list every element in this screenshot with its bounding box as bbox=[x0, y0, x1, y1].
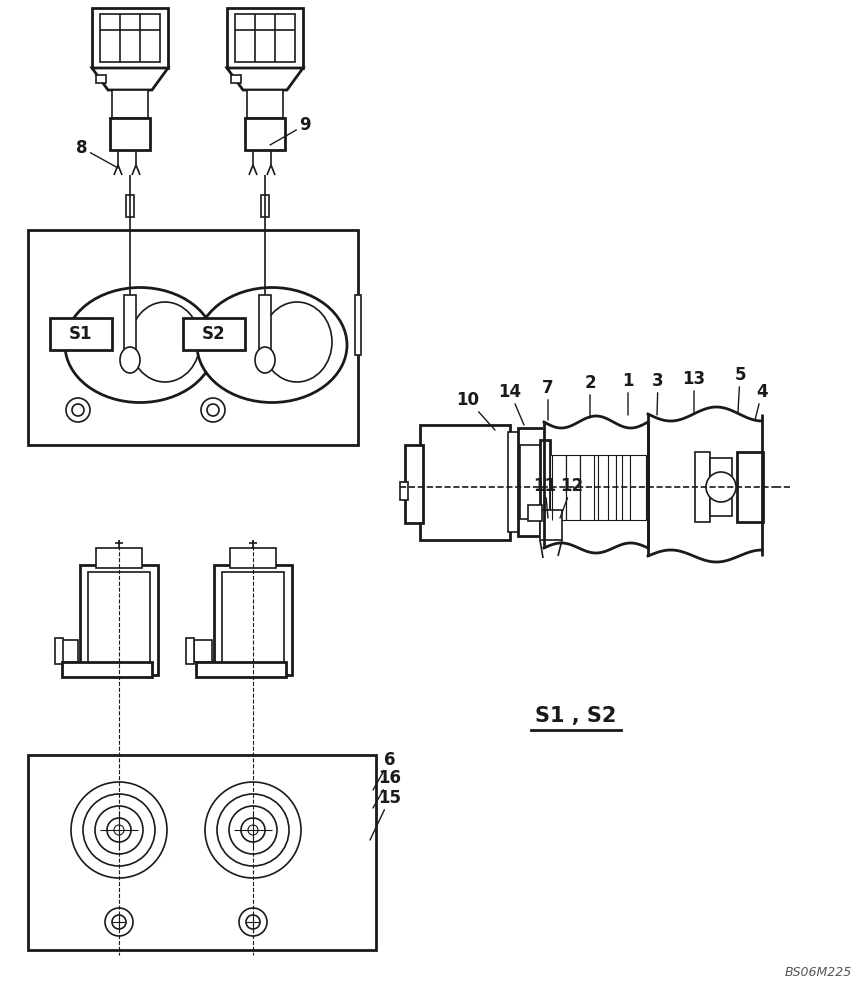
Ellipse shape bbox=[120, 347, 140, 373]
Bar bbox=[96, 75, 106, 83]
Circle shape bbox=[241, 818, 265, 842]
Bar bbox=[648, 415, 763, 555]
Circle shape bbox=[248, 825, 258, 835]
Circle shape bbox=[112, 915, 126, 929]
Text: 4: 4 bbox=[755, 383, 768, 420]
Bar bbox=[196, 662, 286, 677]
Ellipse shape bbox=[197, 288, 347, 402]
Text: 12: 12 bbox=[560, 477, 583, 518]
Circle shape bbox=[207, 404, 219, 416]
Text: 15: 15 bbox=[370, 789, 402, 840]
Text: 14: 14 bbox=[499, 383, 524, 425]
Bar bbox=[235, 14, 295, 62]
Ellipse shape bbox=[65, 288, 215, 402]
Circle shape bbox=[246, 915, 260, 929]
Circle shape bbox=[72, 404, 84, 416]
Bar bbox=[55, 638, 63, 664]
Text: 16: 16 bbox=[373, 769, 402, 808]
Bar bbox=[62, 662, 152, 677]
Bar bbox=[737, 452, 763, 522]
Bar bbox=[214, 565, 292, 675]
Bar bbox=[194, 640, 212, 662]
Text: S1 , S2: S1 , S2 bbox=[536, 706, 617, 726]
Bar bbox=[580, 455, 598, 520]
Circle shape bbox=[107, 818, 131, 842]
Bar bbox=[259, 295, 271, 350]
Bar bbox=[183, 318, 245, 350]
Circle shape bbox=[706, 472, 736, 502]
Bar bbox=[544, 425, 649, 550]
Text: 13: 13 bbox=[683, 370, 706, 414]
Bar bbox=[60, 640, 78, 662]
Circle shape bbox=[105, 908, 133, 936]
Circle shape bbox=[83, 794, 155, 866]
Bar bbox=[630, 455, 646, 520]
Text: 8: 8 bbox=[76, 139, 118, 168]
Text: 6: 6 bbox=[373, 751, 396, 790]
Text: 2: 2 bbox=[584, 374, 596, 418]
Bar bbox=[518, 428, 546, 536]
Text: 1: 1 bbox=[622, 372, 634, 415]
Bar bbox=[695, 452, 710, 522]
Ellipse shape bbox=[255, 347, 275, 373]
Circle shape bbox=[95, 806, 143, 854]
Bar bbox=[231, 75, 241, 83]
Bar bbox=[420, 425, 510, 540]
Bar bbox=[110, 118, 150, 150]
Bar bbox=[88, 572, 150, 667]
Text: 5: 5 bbox=[734, 366, 746, 412]
Ellipse shape bbox=[262, 302, 332, 382]
Circle shape bbox=[66, 398, 90, 422]
Bar bbox=[80, 565, 158, 675]
Bar bbox=[245, 118, 285, 150]
Bar bbox=[124, 295, 136, 350]
Bar bbox=[550, 455, 566, 520]
Circle shape bbox=[229, 806, 277, 854]
Text: 7: 7 bbox=[543, 379, 554, 420]
Circle shape bbox=[71, 782, 167, 878]
Bar bbox=[230, 548, 276, 568]
Polygon shape bbox=[227, 68, 303, 90]
Bar bbox=[92, 8, 168, 68]
Bar bbox=[508, 432, 520, 532]
Bar bbox=[112, 90, 148, 118]
Text: 9: 9 bbox=[270, 116, 311, 145]
Bar bbox=[28, 755, 376, 950]
Bar bbox=[96, 548, 142, 568]
Bar bbox=[566, 455, 580, 520]
Circle shape bbox=[239, 908, 267, 936]
Bar bbox=[540, 440, 550, 534]
Bar bbox=[540, 510, 562, 540]
Bar bbox=[405, 445, 423, 523]
Bar bbox=[616, 455, 630, 520]
Text: S1: S1 bbox=[69, 325, 92, 343]
Bar bbox=[50, 318, 112, 350]
Bar bbox=[100, 14, 160, 62]
Bar bbox=[710, 458, 732, 516]
Bar bbox=[28, 230, 358, 445]
Bar bbox=[528, 505, 542, 521]
Circle shape bbox=[114, 825, 124, 835]
Text: 3: 3 bbox=[652, 372, 664, 415]
Bar bbox=[186, 638, 194, 664]
Bar bbox=[520, 445, 544, 519]
Text: BS06M225: BS06M225 bbox=[785, 966, 852, 978]
Circle shape bbox=[201, 398, 225, 422]
Ellipse shape bbox=[130, 302, 200, 382]
Bar bbox=[598, 455, 616, 520]
Polygon shape bbox=[92, 68, 168, 90]
Bar bbox=[400, 482, 408, 500]
Text: 10: 10 bbox=[456, 391, 495, 430]
Bar bbox=[247, 90, 283, 118]
Bar bbox=[355, 295, 361, 355]
Bar bbox=[126, 195, 134, 217]
Bar bbox=[222, 572, 284, 667]
Text: 11: 11 bbox=[533, 477, 556, 518]
Bar bbox=[261, 195, 269, 217]
Circle shape bbox=[205, 782, 301, 878]
Bar bbox=[227, 8, 303, 68]
Circle shape bbox=[217, 794, 289, 866]
Text: S2: S2 bbox=[202, 325, 226, 343]
